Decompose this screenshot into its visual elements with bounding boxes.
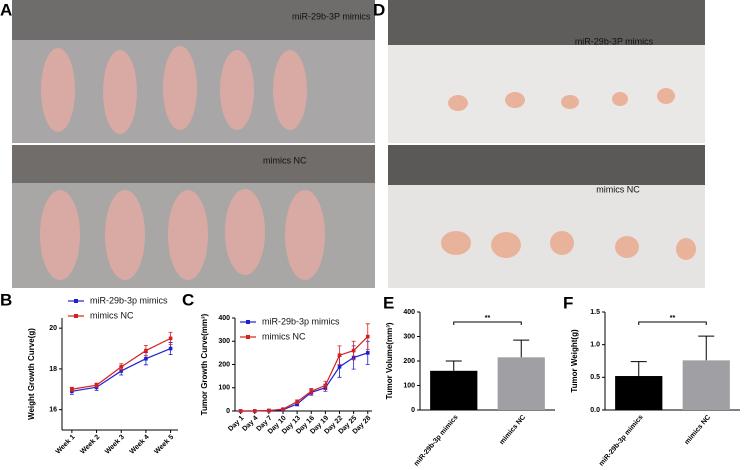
marker xyxy=(337,365,342,369)
marker xyxy=(309,389,314,394)
y-axis-label: Tumor Growth Curve(mm³) xyxy=(200,313,209,415)
marker xyxy=(267,408,271,413)
panel-label: A xyxy=(0,0,12,19)
photo-a xyxy=(12,0,375,288)
photo-caption: miR-29b-3P mimics xyxy=(292,11,371,21)
marker xyxy=(323,383,328,388)
legend-marker xyxy=(74,314,78,318)
y-tick-label: 300 xyxy=(218,338,230,345)
error-bar xyxy=(698,335,715,361)
significance-label: ** xyxy=(485,315,491,322)
y-tick-label: 18 xyxy=(49,366,57,373)
legend-label: mimics NC xyxy=(262,331,306,341)
y-tick-label: 0 xyxy=(411,407,415,414)
series-line xyxy=(240,352,368,412)
marker xyxy=(238,409,243,413)
marker xyxy=(295,402,299,406)
y-tick-label: 16 xyxy=(49,406,57,413)
panel-label: D xyxy=(373,0,385,19)
error-bar xyxy=(630,361,647,377)
photo-d xyxy=(388,0,705,288)
y-tick-label: 200 xyxy=(218,361,230,368)
legend-label: miR-29b-3p mimics xyxy=(90,295,168,305)
panel-label: C xyxy=(182,290,194,309)
y-tick-label: 1.0 xyxy=(590,342,600,349)
marker xyxy=(351,348,356,353)
x-tick-label: miR-29b-3p mimics xyxy=(413,414,460,468)
bar xyxy=(430,370,478,410)
y-tick-label: 0 xyxy=(226,408,230,415)
bar xyxy=(615,376,663,410)
marker xyxy=(144,356,148,361)
significance-bracket xyxy=(453,321,522,325)
y-axis-label: Tumor Weight(g) xyxy=(570,329,579,393)
legend-marker xyxy=(246,335,250,339)
significance-label: ** xyxy=(670,315,676,322)
y-axis-label: Tumor Volume(mm³) xyxy=(385,322,394,399)
error-bar xyxy=(513,339,530,358)
marker xyxy=(295,399,299,404)
marker xyxy=(144,348,148,353)
x-tick-label: Week 3 xyxy=(104,434,126,456)
marker xyxy=(281,407,285,411)
marker xyxy=(365,351,370,355)
panel-label: B xyxy=(0,290,12,309)
y-tick-label: 400 xyxy=(403,309,415,316)
x-tick-label: miR-29b-3p mimics xyxy=(598,414,645,468)
x-tick-label: Week 5 xyxy=(153,434,175,456)
marker xyxy=(168,346,173,351)
bar xyxy=(497,357,545,410)
legend-marker xyxy=(74,299,78,303)
y-tick-label: 0.0 xyxy=(590,407,600,414)
marker xyxy=(119,365,124,369)
y-tick-label: 200 xyxy=(403,358,415,365)
legend-marker xyxy=(246,320,250,324)
marker xyxy=(337,353,342,357)
marker xyxy=(168,336,173,341)
x-tick-label: Week 4 xyxy=(129,434,151,456)
photo-caption: mimics NC xyxy=(263,155,307,165)
error-bar xyxy=(445,360,462,371)
marker xyxy=(365,334,370,339)
y-tick-label: 100 xyxy=(218,385,230,392)
x-tick-label: Week 2 xyxy=(79,434,101,456)
y-tick-label: 20 xyxy=(49,325,57,332)
x-tick-label: mimics NC xyxy=(499,414,528,446)
y-tick-label: 0.5 xyxy=(590,374,600,381)
bar xyxy=(682,360,730,410)
legend-label: miR-29b-3p mimics xyxy=(262,316,340,326)
series-line xyxy=(240,336,369,412)
marker xyxy=(252,409,257,413)
x-tick-label: Week 1 xyxy=(55,434,77,456)
marker xyxy=(70,387,74,392)
marker xyxy=(119,369,124,373)
panel-label: E xyxy=(383,293,394,312)
y-tick-label: 100 xyxy=(403,382,415,389)
panel-label: F xyxy=(563,293,573,312)
significance-bracket xyxy=(638,321,707,325)
y-tick-label: 400 xyxy=(218,315,230,322)
photo-caption: mimics NC xyxy=(596,184,640,194)
x-tick-label: mimics NC xyxy=(684,414,713,446)
y-tick-label: 1.5 xyxy=(590,309,600,316)
marker xyxy=(94,383,99,387)
y-axis-label: Weight Growth Curve(g) xyxy=(27,328,36,420)
photo-caption: miR-29b-3P mimics xyxy=(575,36,654,46)
y-tick-label: 300 xyxy=(403,333,415,340)
legend-label: mimics NC xyxy=(90,310,134,320)
